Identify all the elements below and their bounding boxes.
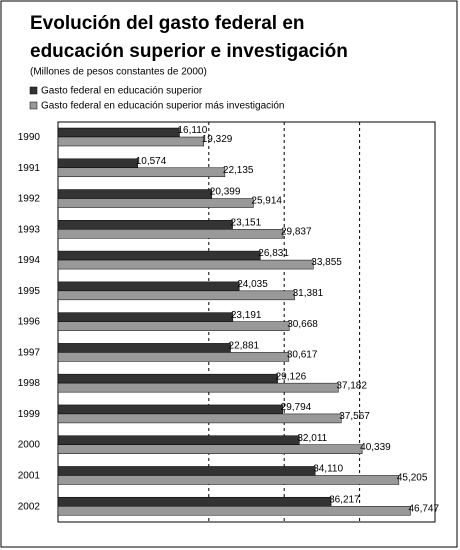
value-label: 40,339: [360, 442, 391, 453]
bar: [57, 167, 226, 178]
y-tick-label: 1992: [18, 194, 41, 205]
legend-swatch: [29, 101, 38, 110]
bar: [57, 290, 295, 301]
chart-title: Evolución del gasto federal en: [30, 13, 305, 34]
bar: [57, 250, 261, 261]
value-label: 10,574: [136, 156, 167, 167]
bar: [57, 373, 278, 384]
bar: [57, 220, 233, 230]
legend-label: Gasto federal en educación superior más …: [41, 101, 284, 112]
y-tick-label: 2001: [18, 470, 41, 481]
bar: [57, 136, 204, 147]
value-label: 37,182: [336, 380, 367, 391]
value-label: 46,747: [408, 503, 439, 514]
y-tick-label: 1997: [18, 347, 41, 358]
bar: [57, 198, 254, 208]
value-label: 23,151: [231, 217, 262, 228]
value-label: 30,668: [287, 319, 318, 330]
bar: [57, 281, 240, 292]
value-label: 34,110: [313, 464, 343, 475]
bar: [57, 466, 316, 476]
value-label: 29,837: [281, 226, 312, 237]
value-label: 22,881: [229, 341, 260, 352]
y-tick-label: 1996: [18, 317, 41, 328]
value-label: 37,567: [339, 411, 370, 422]
bar: [57, 321, 290, 331]
value-label: 24,035: [237, 279, 268, 290]
bar: [57, 435, 300, 445]
value-label: 16,110: [177, 125, 207, 136]
value-label: 32,011: [297, 433, 327, 444]
bar: [57, 312, 234, 322]
y-tick-label: 2002: [18, 501, 41, 512]
legend-swatch: [29, 86, 38, 95]
value-label: 45,205: [397, 473, 428, 484]
bar: [57, 475, 400, 485]
bar: [57, 444, 363, 454]
bar: [57, 352, 290, 362]
y-tick-label: 2000: [18, 440, 41, 451]
value-label: 19,329: [202, 134, 233, 145]
bar: [57, 127, 180, 138]
y-tick-label: 1991: [18, 163, 41, 174]
y-tick-label: 1999: [18, 409, 41, 420]
value-label: 31,381: [293, 288, 324, 299]
value-label: 26,831: [258, 248, 289, 259]
legend-label: Gasto federal en educación superior: [41, 86, 203, 97]
value-label: 36,217: [329, 494, 360, 505]
value-label: 20,399: [210, 187, 241, 198]
value-label: 29,794: [281, 402, 312, 413]
chart-title: educación superior e investigación: [30, 41, 348, 62]
bar: [57, 382, 339, 393]
bar: [57, 496, 332, 507]
y-tick-label: 1994: [18, 255, 41, 266]
bar: [57, 229, 284, 239]
bar: [57, 505, 411, 516]
bar: [57, 413, 342, 424]
y-tick-label: 1993: [18, 224, 41, 235]
bar: [57, 189, 213, 199]
y-tick-label: 1995: [18, 286, 41, 297]
value-label: 29,126: [276, 371, 307, 382]
bar: [57, 259, 314, 270]
value-label: 22,135: [223, 165, 254, 176]
y-tick-label: 1990: [18, 132, 41, 143]
value-label: 30,617: [287, 350, 318, 361]
bar: [57, 404, 283, 415]
chart-subtitle: (Millones de pesos constantes de 2000): [30, 67, 207, 78]
bar: [57, 343, 231, 353]
value-label: 25,914: [251, 196, 282, 207]
y-tick-label: 1998: [18, 378, 41, 389]
value-label: 33,855: [311, 257, 342, 268]
bar: [57, 158, 138, 169]
value-label: 23,191: [231, 310, 262, 321]
